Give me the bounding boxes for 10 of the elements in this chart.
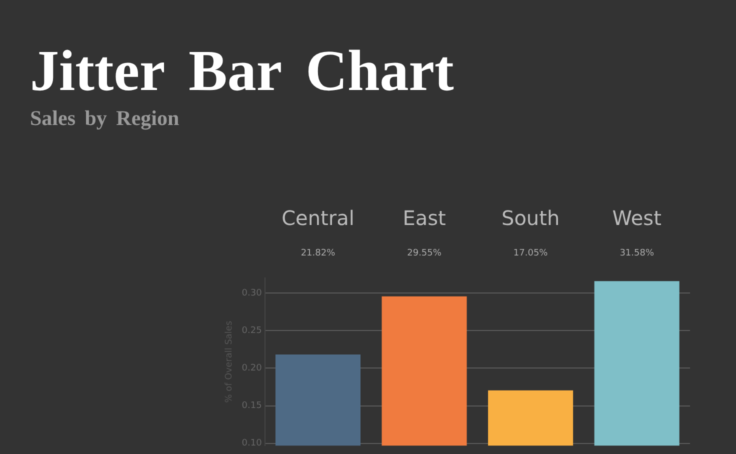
x-tick-label: Central [282,206,354,230]
data-label: 17.05% [513,248,548,258]
data-label: 21.82% [300,248,336,258]
data-label: 29.55% [407,248,442,258]
x-tick-label: West [612,206,662,230]
data-label: 31.58% [620,248,654,258]
x-tick-label: South [502,206,560,230]
chart-subtitle: Sales by Region [30,106,180,131]
x-tick-label: East [402,206,446,230]
chart-title: Jitter Bar Chart [30,37,454,105]
